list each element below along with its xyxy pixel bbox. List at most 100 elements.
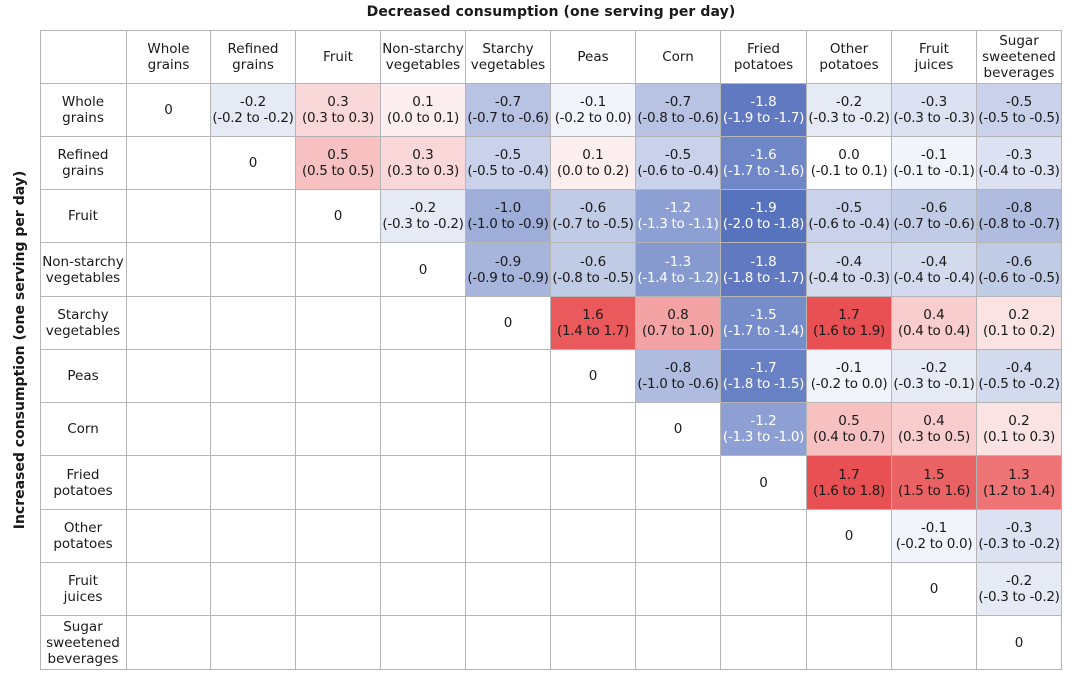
diagonal-cell: 0 — [892, 563, 977, 616]
row-header: Corn — [40, 403, 127, 456]
empty-cell — [381, 510, 466, 563]
heatmap-cell: -0.4 (-0.4 to -0.3) — [807, 243, 892, 297]
heatmap-cell: 1.5 (1.5 to 1.6) — [892, 456, 977, 510]
heatmap-cell: 0.5 (0.4 to 0.7) — [807, 403, 892, 456]
cell-ci: (1.2 to 1.4) — [982, 482, 1055, 499]
heatmap-cell: 1.7 (1.6 to 1.8) — [807, 456, 892, 510]
cell-value: -0.1 — [920, 520, 948, 536]
row-header: Other potatoes — [40, 510, 127, 563]
cell-value: 0 — [418, 261, 428, 278]
heatmap-cell: -0.1 (-0.2 to 0.0) — [807, 350, 892, 403]
diagonal-cell: 0 — [296, 190, 381, 243]
header-line: Fried — [66, 466, 100, 483]
header-line: Sugar — [999, 32, 1039, 49]
cell-value: -0.3 — [1005, 147, 1033, 163]
cell-value: -0.5 — [835, 200, 863, 216]
heatmap-cell: 0.1 (0.0 to 0.2) — [551, 137, 636, 190]
header-line: Starchy — [57, 307, 109, 323]
column-header: Other potatoes — [807, 30, 892, 84]
cell-ci: (-0.6 to -0.4) — [637, 163, 719, 179]
cell-ci: (0.4 to 0.4) — [897, 323, 970, 339]
diagonal-cell: 0 — [127, 84, 211, 137]
cell-value: 0.2 — [1008, 307, 1030, 323]
cell-ci: (-0.8 to -0.5) — [552, 269, 634, 286]
heatmap-cell: -0.9 (-0.9 to -0.9) — [466, 243, 551, 297]
cell-ci: (-1.8 to -1.7) — [722, 269, 805, 286]
cell-ci: (-0.6 to -0.5) — [978, 269, 1060, 286]
heatmap-cell: -0.2 (-0.3 to -0.2) — [977, 563, 1062, 616]
row-header: Refined grains — [40, 137, 127, 190]
cell-ci: (-1.9 to -1.7) — [722, 110, 805, 126]
heatmap-cell: -0.7 (-0.8 to -0.6) — [636, 84, 721, 137]
cell-ci: (-0.8 to -0.7) — [978, 216, 1060, 232]
cell-ci: (0.3 to 0.3) — [386, 163, 459, 179]
empty-cell — [551, 510, 636, 563]
column-header: Fruit juices — [892, 30, 977, 84]
empty-cell — [127, 297, 211, 350]
cell-ci: (-0.7 to -0.6) — [467, 110, 549, 126]
row-axis-title-container: Increased consumption (one serving per d… — [0, 30, 40, 670]
heatmap-cell: 0.2 (0.1 to 0.3) — [977, 403, 1062, 456]
header-line: vegetables — [45, 269, 121, 286]
cell-ci: (-1.8 to -1.5) — [722, 376, 805, 392]
empty-cell — [296, 297, 381, 350]
cell-ci: (-0.5 to -0.5) — [978, 110, 1060, 126]
cell-value: -0.4 — [835, 253, 863, 270]
header-line: beverages — [983, 64, 1055, 81]
cell-ci: (-0.2 to -0.2) — [212, 110, 294, 126]
cell-ci: (-0.7 to -0.5) — [552, 216, 634, 232]
header-line: Corn — [662, 48, 694, 65]
cell-ci: (-0.1 to -0.1) — [893, 163, 975, 179]
cell-value: 0 — [929, 581, 939, 597]
cell-ci: (-0.2 to 0.0) — [810, 376, 888, 392]
cell-value: -0.7 — [494, 94, 522, 110]
cell-ci: (0.0 to 0.1) — [386, 110, 459, 126]
cell-ci: (-0.3 to -0.2) — [978, 589, 1060, 605]
column-header: Refined grains — [211, 30, 296, 84]
cell-ci: (-0.1 to 0.1) — [810, 163, 888, 179]
heatmap-cell: -1.3 (-1.4 to -1.2) — [636, 243, 721, 297]
cell-value: 0.1 — [582, 147, 604, 163]
header-line: grains — [232, 56, 274, 73]
cell-value: 0 — [164, 102, 173, 118]
empty-cell — [381, 350, 466, 403]
empty-cell — [636, 510, 721, 563]
cell-value: -0.6 — [579, 200, 607, 216]
header-line: potatoes — [53, 536, 113, 552]
cell-value: -0.2 — [409, 200, 437, 216]
cell-ci: (-0.5 to -0.4) — [467, 163, 549, 179]
cell-value: 0.4 — [923, 413, 945, 429]
cell-value: 0.5 — [327, 147, 349, 163]
header-line: juices — [914, 56, 954, 73]
cell-value: -0.6 — [579, 253, 607, 270]
cell-ci: (-0.8 to -0.6) — [637, 110, 719, 126]
heatmap-cell: -0.7 (-0.7 to -0.6) — [466, 84, 551, 137]
heatmap-cell: -0.5 (-0.6 to -0.4) — [636, 137, 721, 190]
heatmap-cell: -1.6 (-1.7 to -1.6) — [721, 137, 807, 190]
cell-ci: (-0.2 to 0.0) — [554, 110, 632, 126]
cell-ci: (-0.3 to -0.2) — [808, 110, 890, 126]
cell-ci: (0.4 to 0.7) — [812, 429, 885, 445]
cell-ci: (-0.4 to -0.4) — [893, 269, 975, 286]
cell-value: -0.3 — [920, 94, 948, 110]
row-header: Peas — [40, 350, 127, 403]
cell-value: 0.3 — [327, 94, 349, 110]
cell-value: 1.5 — [923, 466, 945, 483]
heatmap-cell: -0.5 (-0.5 to -0.5) — [977, 84, 1062, 137]
heatmap-cell: -1.9 (-2.0 to -1.8) — [721, 190, 807, 243]
heatmap-cell: -1.8 (-1.9 to -1.7) — [721, 84, 807, 137]
heatmap-cell: -0.3 (-0.3 to -0.3) — [892, 84, 977, 137]
cell-ci: (-0.3 to -0.2) — [978, 536, 1060, 552]
empty-cell — [551, 456, 636, 510]
cell-value: 1.6 — [582, 307, 604, 323]
cell-value: -0.4 — [1005, 360, 1033, 376]
header-line: vegetables — [470, 56, 546, 73]
cell-value: 0.0 — [838, 147, 860, 163]
header-line: Refined — [57, 147, 109, 163]
corner-cell — [40, 30, 127, 84]
column-axis-title: Decreased consumption (one serving per d… — [366, 4, 736, 20]
header-line: grains — [147, 56, 190, 73]
header-line: Fruit — [323, 48, 353, 65]
cell-value: 0 — [759, 474, 768, 491]
diagonal-cell: 0 — [721, 456, 807, 510]
